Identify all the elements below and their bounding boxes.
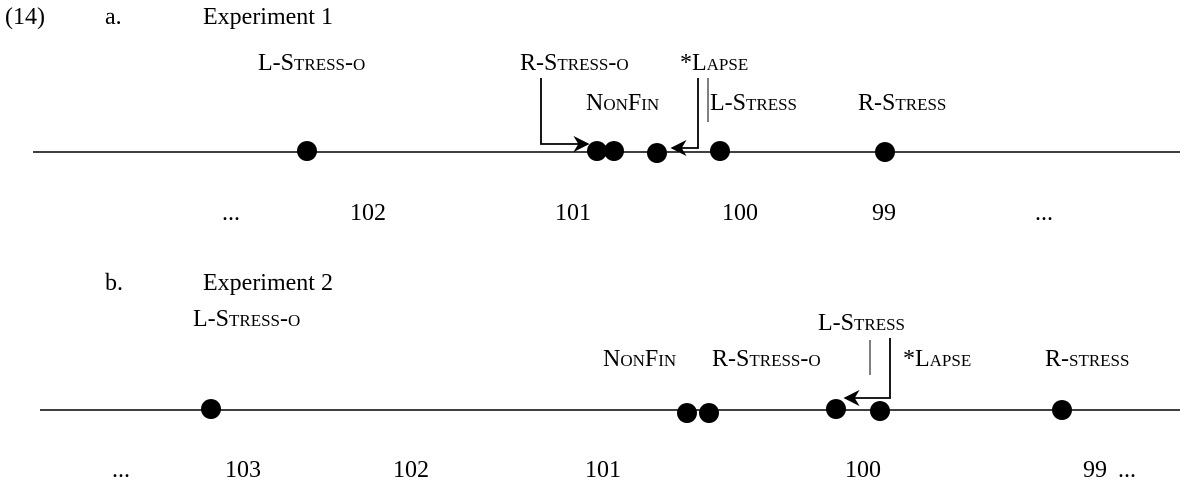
dot — [587, 141, 607, 161]
label: R-Stress-o — [712, 346, 821, 372]
dot — [604, 141, 624, 161]
scale-label: 99 — [872, 200, 896, 226]
dot — [875, 142, 895, 162]
label: *Lapse — [680, 50, 748, 76]
panel-title: Experiment 1 — [203, 4, 333, 30]
dot — [1052, 400, 1072, 420]
scale-label: 99 — [1083, 457, 1107, 481]
dot — [201, 399, 221, 419]
panel-letter: a. — [105, 4, 122, 30]
panel-letter: b. — [105, 270, 123, 296]
arrow — [843, 338, 891, 407]
label: R-Stress-o — [520, 50, 629, 76]
dot — [710, 141, 730, 161]
panel-b: b. Experiment 2 L-Stress-o L-Stress NonF… — [40, 270, 1180, 481]
scale-label: 103 — [225, 457, 261, 481]
label: R-Stress — [858, 90, 946, 116]
dot — [677, 403, 697, 423]
dot — [826, 399, 846, 419]
panel-title: Experiment 2 — [203, 270, 333, 296]
scale-label: ... — [112, 457, 130, 481]
example-number: (14) — [5, 4, 45, 30]
label: L-Stress-o — [193, 306, 300, 332]
label: NonFin — [603, 346, 676, 372]
dot — [647, 143, 667, 163]
scale-label: 100 — [845, 457, 881, 481]
label: *Lapse — [903, 346, 971, 372]
panel-a: a. Experiment 1 L-Stress-o R-Stress-o *L… — [33, 4, 1180, 226]
scale-label: 102 — [393, 457, 429, 481]
scale-label: ... — [1035, 200, 1053, 226]
scale-label: 101 — [585, 457, 621, 481]
scale-label: ... — [1118, 457, 1136, 481]
arrow — [540, 78, 590, 153]
dot — [297, 141, 317, 161]
label: L-Stress — [710, 90, 797, 116]
scale-label: 100 — [722, 200, 758, 226]
dot — [699, 403, 719, 423]
scale-label: 102 — [350, 200, 386, 226]
label: L-Stress-o — [258, 50, 365, 76]
scale-label: 101 — [555, 200, 591, 226]
scale-label: ... — [222, 200, 240, 226]
dot — [870, 401, 890, 421]
label: L-Stress — [818, 310, 905, 336]
arrow — [670, 78, 699, 157]
label: R-stress — [1045, 346, 1129, 372]
label: NonFin — [586, 90, 659, 116]
